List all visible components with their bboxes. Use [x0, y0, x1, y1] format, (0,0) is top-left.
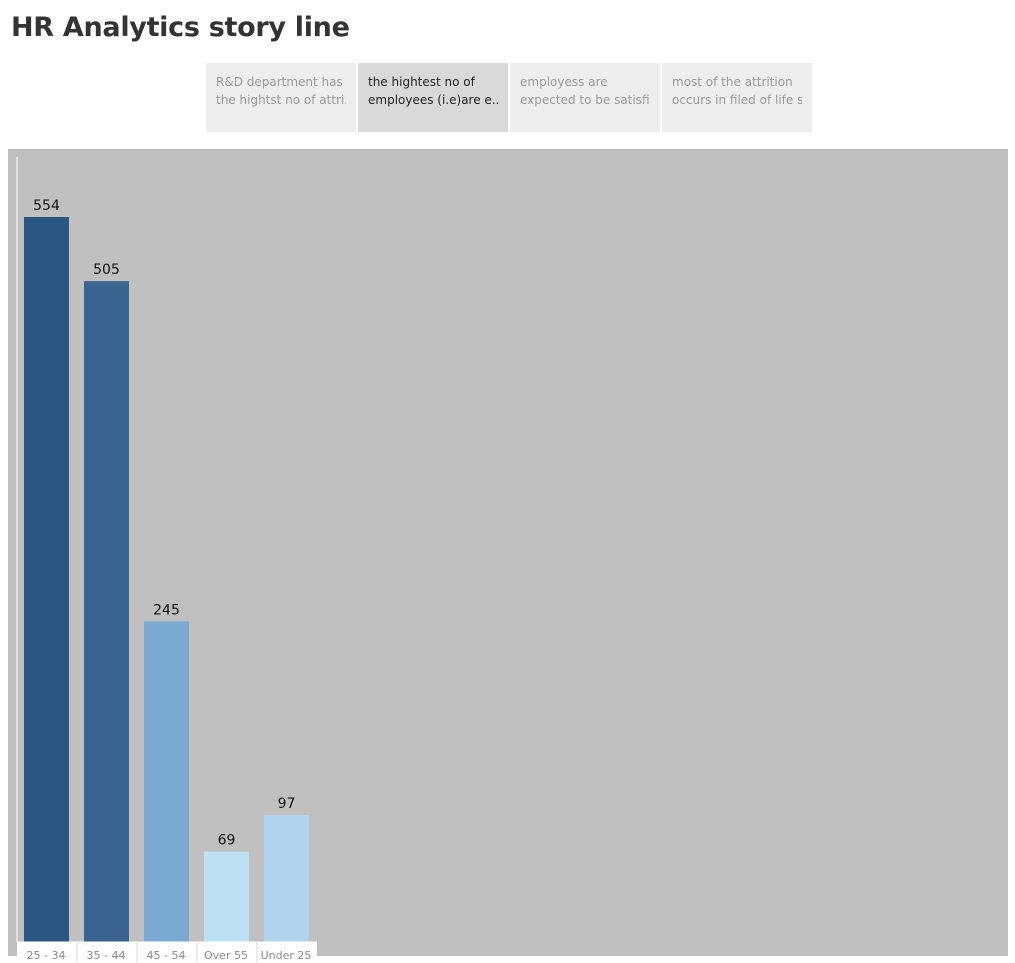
story-point-1-line-2: the hightst no of attri..	[216, 93, 346, 107]
x-tick-label: Over 55	[204, 949, 248, 962]
x-axis-band	[17, 942, 317, 962]
story-point-1[interactable]: R&D department has the hightst no of att…	[206, 63, 356, 132]
story-point-4-line-2: occurs in filed of life s..	[672, 93, 802, 107]
data-label: 69	[218, 833, 236, 849]
story-point-4-line-1: most of the attrition	[672, 75, 793, 89]
bar-35-44[interactable]	[84, 281, 129, 943]
bar-25-34[interactable]	[24, 217, 69, 942]
bar-45-54[interactable]	[144, 621, 189, 942]
x-tick-label: 45 - 54	[147, 949, 186, 962]
story-point-3-line-2: expected to be satisfi..	[520, 93, 650, 107]
bar-under25[interactable]	[264, 815, 309, 942]
x-tick-label: 25 - 34	[27, 949, 66, 962]
data-label: 97	[278, 796, 296, 812]
story-point-1-line-1: R&D department has	[216, 75, 343, 89]
chart-panel: 554 25 - 34 505 35 - 44 245 45 - 54 69 Over 55 9…	[8, 149, 1008, 962]
data-label: 245	[153, 602, 180, 618]
story-point-2-line-2: employees (i.e)are e..	[368, 93, 498, 107]
story-title: HR Analytics story line	[11, 12, 350, 43]
story-point-3[interactable]: employess are expected to be satisfi..	[510, 63, 660, 132]
x-tick-label: 35 - 44	[87, 949, 126, 962]
data-label: 554	[33, 198, 60, 214]
data-label: 505	[93, 262, 120, 278]
bar-over55[interactable]	[204, 851, 249, 942]
x-tick-label: Under 25	[261, 949, 312, 962]
bar-chart: 554 25 - 34 505 35 - 44 245 45 - 54 69 Over 55 9…	[16, 157, 317, 962]
story-point-4[interactable]: most of the attrition occurs in filed of…	[662, 63, 812, 132]
story-point-2[interactable]: the hightest no of employees (i.e)are e.…	[358, 63, 508, 132]
story-point-3-line-1: employess are	[520, 75, 608, 89]
story-point-2-line-1: the hightest no of	[368, 75, 475, 89]
story-navigator: R&D department has the hightst no of att…	[206, 63, 812, 132]
